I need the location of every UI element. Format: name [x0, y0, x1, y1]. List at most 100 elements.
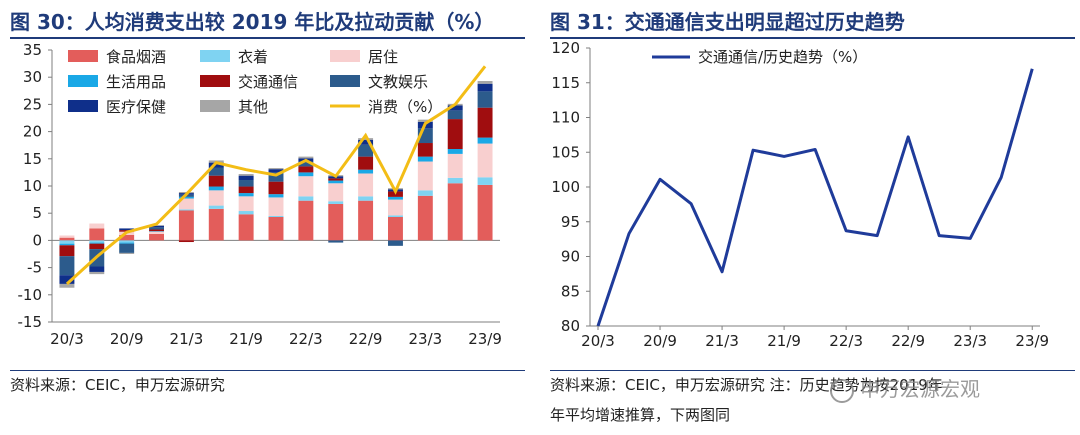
bar-segment-housing: [388, 199, 403, 216]
y-tick-label: 35: [23, 41, 42, 59]
bar-segment-education: [358, 144, 374, 157]
bar-segment-daily: [447, 149, 463, 154]
bar-segment-medical: [59, 275, 75, 284]
bar-segment-clothing: [119, 240, 135, 243]
legend-label: 医疗保健: [106, 98, 166, 116]
bar-segment-food: [268, 217, 284, 241]
legend-label: 交通通信: [238, 73, 298, 91]
bar-segment-clothing: [477, 177, 493, 185]
legend-label: 食品烟酒: [106, 48, 166, 66]
left-source: 资料来源：CEIC，申万宏源研究: [10, 376, 225, 394]
bar-segment-housing: [447, 153, 463, 178]
x-tick-label: 23/3: [953, 332, 987, 350]
bar-segment-food: [358, 200, 374, 241]
bar-segment-education: [208, 167, 224, 176]
bar-segment-other: [119, 252, 135, 254]
bar-segment-housing: [59, 235, 75, 238]
legend-swatch: [330, 75, 360, 87]
bar-segment-daily: [477, 137, 493, 144]
bar-segment-transport: [358, 156, 374, 170]
legend-swatch: [200, 50, 230, 62]
bar-segment-medical: [208, 162, 224, 168]
x-tick-label: 21/3: [170, 330, 204, 348]
bar-segment-transport: [328, 178, 344, 181]
bar-segment-education: [477, 91, 493, 108]
y-tick-label: 115: [551, 74, 580, 92]
x-tick-label: 22/3: [829, 332, 863, 350]
bar-segment-housing: [178, 198, 194, 210]
bar-segment-transport: [477, 107, 493, 138]
bar-segment-medical: [358, 139, 374, 145]
y-tick-label: 95: [561, 213, 580, 231]
legend-label: 文教娱乐: [368, 73, 428, 91]
bar-segment-daily: [178, 196, 194, 199]
y-tick-label: 120: [551, 40, 580, 57]
watermark-text: 申万宏源宏观: [860, 377, 980, 401]
left-chart-title: 图 30：人均消费支出较 2019 年比及拉动贡献（%）: [10, 10, 495, 34]
bar-segment-food: [59, 237, 75, 241]
right-source-line2: 年平均增速推算，下两图同: [550, 406, 731, 424]
legend-label: 居住: [368, 48, 398, 66]
bar-segment-education: [328, 240, 344, 243]
bar-segment-transport: [89, 243, 105, 250]
bar-segment-food: [149, 233, 164, 241]
legend-swatch: [68, 75, 98, 87]
bar-segment-food: [388, 217, 403, 241]
bar-segment-transport: [447, 119, 463, 150]
consumption-line: [65, 65, 487, 286]
bar-segment-housing: [358, 173, 374, 197]
bar-segment-education: [268, 172, 284, 182]
bar-segment-food: [477, 184, 493, 241]
x-tick-label: 22/9: [349, 330, 383, 348]
x-tick-label: 22/9: [891, 332, 925, 350]
y-tick-label: 110: [551, 109, 580, 127]
y-tick-label: -10: [18, 286, 43, 304]
legend-label: 交通通信/历史趋势（%）: [698, 48, 867, 66]
legend-label: 消费（%）: [368, 98, 442, 116]
wechat-icon: [830, 378, 854, 403]
bar-segment-education: [447, 110, 463, 120]
bar-segment-medical: [89, 266, 105, 272]
bar-segment-food: [447, 183, 463, 241]
bar-segment-transport: [268, 181, 284, 195]
y-tick-label: 105: [551, 143, 580, 161]
bar-segment-clothing: [89, 240, 105, 243]
bar-segment-daily: [149, 231, 164, 232]
x-tick-label: 21/9: [767, 332, 801, 350]
bar-segment-housing: [208, 190, 224, 206]
bar-segment-clothing: [178, 209, 194, 211]
bar-segment-daily: [89, 242, 105, 244]
bar-segment-clothing: [328, 201, 344, 204]
bar-segment-other: [477, 81, 493, 84]
bar-segment-food: [89, 228, 105, 241]
bar-segment-other: [238, 174, 254, 176]
watermark: 申万宏源宏观: [830, 373, 980, 403]
bar-segment-food: [238, 214, 254, 241]
bar-segment-clothing: [268, 215, 284, 218]
trend-line: [596, 68, 1034, 327]
y-tick-label: 15: [23, 150, 42, 168]
y-tick-label: 25: [23, 95, 42, 113]
x-tick-label: 23/9: [1015, 332, 1049, 350]
y-tick-label: 30: [23, 68, 42, 86]
bar-segment-education: [59, 256, 75, 276]
bar-segment-housing: [477, 143, 493, 178]
bar-segment-other: [59, 283, 75, 288]
bar-segment-transport: [149, 229, 164, 232]
bar-segment-transport: [208, 175, 224, 187]
x-tick-label: 23/9: [468, 330, 502, 348]
bar-segment-other: [417, 119, 433, 122]
bar-segment-food: [178, 210, 194, 241]
y-tick-label: 5: [32, 204, 42, 222]
bar-segment-medical: [149, 225, 164, 228]
x-tick-label: 23/3: [408, 330, 442, 348]
bar-segment-other: [89, 271, 105, 275]
bar-segment-transport: [178, 240, 194, 243]
bar-segment-education: [298, 161, 314, 167]
right-chart-panel: 图 31：交通通信支出明显超过历史趋势 80 85 90 95 100 105 110 115…: [540, 0, 1080, 435]
x-tick-label: 20/3: [581, 332, 615, 350]
bar-segment-housing: [298, 176, 314, 197]
bar-segment-clothing: [358, 196, 374, 201]
y-tick-label: 100: [551, 178, 580, 196]
bar-segment-daily: [298, 172, 314, 177]
